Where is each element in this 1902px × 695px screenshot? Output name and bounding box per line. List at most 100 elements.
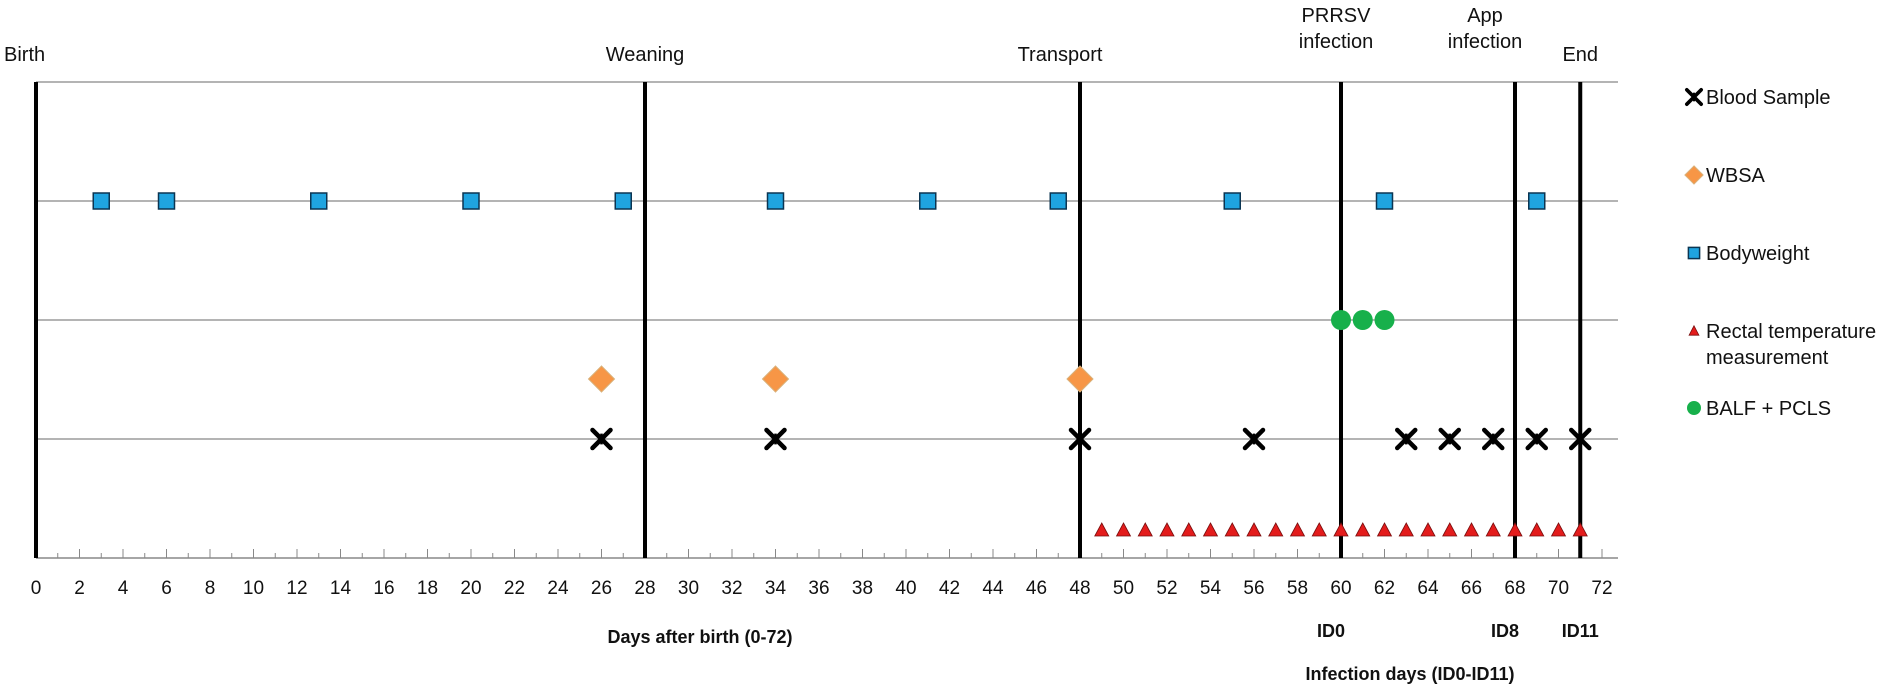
x-tick-label-12: 12: [286, 578, 307, 599]
data-markers: [92, 192, 1592, 537]
legend-marker-wbsa: [1684, 165, 1704, 185]
x-tick-label-64: 64: [1417, 578, 1439, 599]
x-tick-label-58: 58: [1287, 578, 1308, 599]
legend-marker-rectal-temperature-measurement: [1688, 324, 1700, 336]
rectal-temperature-measurement-marker-day-50: [1115, 522, 1132, 537]
legend-item-wbsa: WBSA: [1684, 165, 1766, 187]
x-tick-label-16: 16: [373, 578, 394, 599]
x-tick-label-50: 50: [1113, 578, 1134, 599]
x-tick-label-24: 24: [547, 578, 569, 599]
rectal-temperature-measurement-marker-day-67: [1485, 522, 1501, 537]
rectal-temperature-measurement-marker-day-52: [1159, 522, 1175, 537]
legend-marker-bodyweight: [1687, 246, 1701, 260]
x-tick-label-18: 18: [417, 578, 438, 599]
rectal-temperature-measurement-marker-day-62: [1376, 522, 1393, 537]
legend-label-rectal-temperature-measurement: Rectal temperature: [1706, 321, 1876, 343]
x-tick-label-42: 42: [939, 578, 960, 599]
event-label-prrsv: PRRSV: [1302, 5, 1372, 27]
event-label-infection: infection: [1299, 31, 1374, 53]
event-label-app: App: [1467, 5, 1503, 27]
legend-label-wbsa: WBSA: [1706, 165, 1766, 187]
legend-item-blood-sample: Blood Sample: [1685, 87, 1831, 109]
wbsa-marker-day-26: [587, 365, 616, 393]
blood-sample-marker-day-65: [1438, 427, 1461, 451]
rectal-temperature-measurement-marker-day-63: [1398, 522, 1414, 537]
rectal-temperature-measurement-marker-day-58: [1289, 522, 1306, 537]
legend-marker-blood-sample: [1685, 88, 1703, 106]
rectal-temperature-measurement-marker-day-55: [1224, 522, 1240, 537]
legend-label-balf-pcls: BALF + PCLS: [1706, 398, 1831, 420]
bodyweight-marker-day-13: [310, 192, 328, 210]
bodyweight-marker-day-20: [462, 192, 480, 210]
event-label-birth: Birth: [4, 44, 45, 66]
event-label-weaning: Weaning: [606, 44, 685, 66]
rectal-temperature-measurement-marker-day-59: [1311, 522, 1327, 537]
infection-days-title: Infection days (ID0-ID11): [1305, 664, 1514, 684]
x-tick-label-30: 30: [678, 578, 699, 599]
x-axis: 0 2 4 6 8 10 12 14 16 18 20 22 24 26 28 30 32 34 36 38 40 42 4…: [31, 549, 1618, 599]
wbsa-marker-day-48: [1066, 365, 1094, 393]
blood-sample-marker-day-34: [764, 427, 787, 451]
legend: Blood Sample WBSA Bodyweight Rectal tempera…: [1684, 87, 1876, 420]
infection-day-label-id8: ID8: [1491, 621, 1519, 641]
event-label-transport: Transport: [1018, 44, 1103, 66]
legend-item-bodyweight: Bodyweight: [1687, 243, 1810, 265]
x-tick-label-62: 62: [1374, 578, 1395, 599]
rectal-temperature-measurement-marker-day-66: [1463, 522, 1480, 537]
x-tick-label-36: 36: [808, 578, 829, 599]
rectal-temperature-measurement-marker-day-68: [1507, 522, 1523, 537]
x-tick-label-22: 22: [504, 578, 525, 599]
chart-labels: Days after birth (0-72) Infection days (…: [607, 627, 1514, 684]
rectal-temperature-measurement-marker-day-61: [1355, 522, 1371, 537]
blood-sample-marker-day-56: [1242, 427, 1266, 451]
wbsa-marker-day-34: [761, 365, 790, 393]
event-label-infection: infection: [1448, 31, 1523, 53]
bodyweight-marker-day-47: [1049, 192, 1067, 210]
bodyweight-marker-day-62: [1375, 192, 1394, 210]
bodyweight-marker-day-3: [92, 192, 110, 210]
blood-sample-marker-day-71: [1569, 427, 1592, 451]
x-tick-label-46: 46: [1026, 578, 1047, 599]
legend-label-blood-sample: Blood Sample: [1706, 87, 1831, 109]
rectal-temperature-measurement-marker-day-60: [1333, 522, 1349, 537]
grid-lines: [36, 81, 1618, 440]
x-tick-label-28: 28: [634, 578, 655, 599]
x-tick-label-48: 48: [1069, 578, 1090, 599]
balf-pcls-marker-day-61: [1352, 310, 1373, 330]
x-axis-title: Days after birth (0-72): [607, 627, 792, 647]
blood-sample-marker-day-69: [1525, 427, 1548, 451]
x-tick-label-0: 0: [31, 578, 42, 599]
x-tick-label-32: 32: [721, 578, 742, 599]
x-tick-label-20: 20: [460, 578, 481, 599]
blood-sample-marker-day-63: [1395, 427, 1418, 451]
bodyweight-marker-day-6: [157, 192, 176, 210]
x-tick-label-4: 4: [118, 578, 129, 599]
rectal-temperature-measurement-marker-day-57: [1268, 522, 1284, 537]
event-label-end: End: [1562, 44, 1598, 66]
x-tick-label-68: 68: [1504, 578, 1525, 599]
legend-item-balf-pcls: BALF + PCLS: [1687, 398, 1831, 420]
rectal-temperature-measurement-marker-day-70: [1550, 522, 1567, 537]
x-tick-label-56: 56: [1243, 578, 1264, 599]
bodyweight-marker-day-27: [614, 192, 632, 210]
bodyweight-marker-day-34: [766, 192, 785, 210]
rectal-temperature-measurement-marker-day-65: [1442, 522, 1458, 537]
rectal-temperature-measurement-marker-day-49: [1094, 522, 1110, 537]
x-tick-label-10: 10: [243, 578, 264, 599]
blood-sample-marker-day-48: [1068, 427, 1092, 451]
legend-label-rectal-temperature-measurement: measurement: [1706, 347, 1829, 369]
bodyweight-marker-day-55: [1223, 192, 1241, 210]
balf-pcls-marker-day-62: [1374, 310, 1395, 330]
x-tick-label-66: 66: [1461, 578, 1482, 599]
rectal-temperature-measurement-marker-day-53: [1181, 522, 1197, 537]
bodyweight-marker-day-41: [919, 192, 937, 210]
x-tick-label-14: 14: [330, 578, 352, 599]
balf-pcls-marker-day-60: [1331, 310, 1351, 330]
x-tick-label-52: 52: [1156, 578, 1177, 599]
x-tick-label-34: 34: [765, 578, 787, 599]
legend-marker-balf-pcls: [1687, 401, 1701, 415]
x-tick-label-26: 26: [591, 578, 612, 599]
x-tick-label-60: 60: [1330, 578, 1351, 599]
legend-label-bodyweight: Bodyweight: [1706, 243, 1810, 265]
